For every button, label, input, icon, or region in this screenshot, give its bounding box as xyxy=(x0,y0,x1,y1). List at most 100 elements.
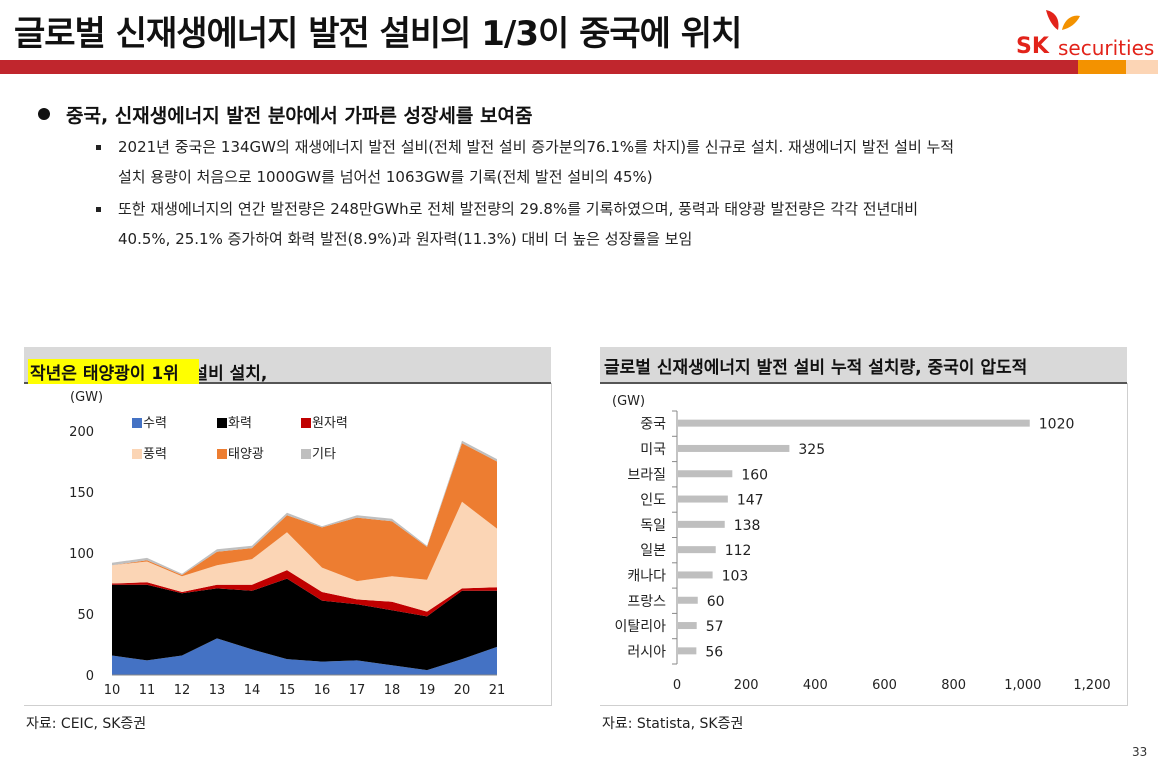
bar-이탈리아 xyxy=(678,622,697,630)
x-tick-label: 20 xyxy=(454,683,471,698)
page-title: 글로벌 신재생에너지 발전 설비의 1/3이 중국에 위치 xyxy=(14,14,742,54)
x-tick-label: 18 xyxy=(384,683,401,698)
value-label: 112 xyxy=(725,543,752,559)
legend-swatch-화력 xyxy=(217,418,227,428)
category-label: 프랑스 xyxy=(627,594,666,610)
right-panel-source: 자료: Statista, SK증권 xyxy=(602,716,744,732)
value-label: 147 xyxy=(737,493,764,509)
value-label: 1020 xyxy=(1039,417,1075,433)
bar-러시아 xyxy=(678,647,697,655)
category-label: 러시아 xyxy=(627,644,666,660)
value-label: 325 xyxy=(798,442,825,458)
value-label: 160 xyxy=(741,467,768,483)
bar-프랑스 xyxy=(678,596,698,604)
y-tick-label: 100 xyxy=(69,547,94,562)
category-label: 인도 xyxy=(640,493,666,509)
legend-label-화력: 화력 xyxy=(228,416,252,431)
sub-bullet-2-line-1: 또한 재생에너지의 연간 발전량은 248만GWh로 전체 발전량의 29.8%… xyxy=(118,200,919,218)
sub-bullet-2-line-2: 40.5%, 25.1% 증가하여 화력 발전(8.9%)과 원자력(11.3%… xyxy=(118,230,693,248)
bar-중국 xyxy=(678,419,1030,427)
area-series-기타 xyxy=(112,440,497,575)
value-label: 60 xyxy=(707,594,725,610)
legend-swatch-기타 xyxy=(301,449,311,459)
right-panel-title: 글로벌 신재생에너지 발전 설비 누적 설치량, 중국이 압도적 xyxy=(604,358,1028,378)
x-tick-label: 13 xyxy=(209,683,226,698)
category-label: 독일 xyxy=(640,518,666,534)
left-panel-header: 중국의 연간 신규 발전 설비 설치, 작년은 태양광이 1위 xyxy=(24,347,551,384)
value-label: 57 xyxy=(706,619,724,635)
area-series-태양광 xyxy=(112,443,497,582)
y-tick-label: 150 xyxy=(69,486,94,501)
bar-일본 xyxy=(678,546,716,554)
legend-label-기타: 기타 xyxy=(312,447,336,462)
x-tick-label: 0 xyxy=(673,678,681,693)
x-tick-label: 11 xyxy=(139,683,156,698)
sub-bullet-marker xyxy=(96,207,101,212)
area-series-화력 xyxy=(112,578,497,671)
category-label: 중국 xyxy=(640,417,666,433)
value-label: 56 xyxy=(705,644,723,660)
y-unit-label: (GW) xyxy=(612,394,645,409)
y-tick-label: 50 xyxy=(77,608,94,623)
x-tick-label: 16 xyxy=(314,683,331,698)
logo-securities-text: securities xyxy=(1058,36,1155,60)
sub-bullet-marker xyxy=(96,145,101,150)
x-tick-label: 14 xyxy=(244,683,261,698)
x-tick-label: 200 xyxy=(734,678,759,693)
area-series-원자력 xyxy=(112,570,497,617)
sub-bullet-1-line-1: 2021년 중국은 134GW의 재생에너지 발전 설비(전체 발전 설비 증가… xyxy=(118,138,955,156)
x-tick-label: 1,000 xyxy=(1004,678,1041,693)
page-number: 33 xyxy=(1132,745,1148,759)
y-tick-label: 0 xyxy=(86,669,94,684)
x-tick-label: 17 xyxy=(349,683,366,698)
bar-독일 xyxy=(678,520,725,528)
x-tick-label: 19 xyxy=(419,683,436,698)
bar-캐나다 xyxy=(678,571,713,579)
category-label: 일본 xyxy=(640,543,666,559)
bar-인도 xyxy=(678,495,728,503)
header-band-red xyxy=(0,60,1078,74)
legend-swatch-풍력 xyxy=(132,449,142,459)
left-panel-frame xyxy=(24,383,552,706)
category-label: 미국 xyxy=(640,442,666,458)
left-panel-source: 자료: CEIC, SK증권 xyxy=(26,716,147,732)
value-label: 138 xyxy=(734,518,761,534)
legend-swatch-태양광 xyxy=(217,449,227,459)
right-panel-header: 글로벌 신재생에너지 발전 설비 누적 설치량, 중국이 압도적 xyxy=(600,347,1127,384)
category-label: 캐나다 xyxy=(627,568,666,584)
x-tick-label: 15 xyxy=(279,683,296,698)
left-panel-title-highlight: 작년은 태양광이 1위 xyxy=(28,359,199,384)
legend-label-태양광: 태양광 xyxy=(228,447,264,462)
bar-브라질 xyxy=(678,470,733,478)
header-band-orange xyxy=(1078,60,1126,74)
category-label: 브라질 xyxy=(627,467,666,483)
x-tick-label: 21 xyxy=(489,683,506,698)
sk-securities-logo: SK securities xyxy=(1016,8,1156,60)
area-series-풍력 xyxy=(112,501,497,612)
x-tick-label: 12 xyxy=(174,683,191,698)
sub-bullet-1-line-2: 설치 용량이 처음으로 1000GW를 넘어선 1063GW를 기록(전체 발전… xyxy=(118,168,653,186)
area-chart: (GW) 0 50 100 150 200 10 11 12 13 14 15 16 17 18 19 20 21… xyxy=(69,390,506,698)
legend-label-원자력: 원자력 xyxy=(312,416,348,431)
x-tick-label: 400 xyxy=(803,678,828,693)
main-bullet: 중국, 신재생에너지 발전 분야에서 가파른 성장세를 보여줌 xyxy=(66,105,533,127)
bar-chart: (GW) 중국 1020 미국 325 브라질 160 인도 147 독일 138 일본 112 캐나다 1… xyxy=(612,394,1111,693)
x-tick-label: 1,200 xyxy=(1073,678,1110,693)
x-tick-label: 800 xyxy=(941,678,966,693)
logo-sk-text: SK xyxy=(1016,34,1049,59)
area-series-수력 xyxy=(112,638,497,675)
value-label: 103 xyxy=(722,568,749,584)
y-unit-label: (GW) xyxy=(70,390,103,405)
header-band-peach xyxy=(1126,60,1158,74)
category-label: 이탈리아 xyxy=(614,619,666,635)
legend-label-풍력: 풍력 xyxy=(143,447,167,462)
right-panel-frame xyxy=(600,383,1128,706)
bullet-dot xyxy=(38,108,50,120)
y-tick-label: 200 xyxy=(69,425,94,440)
x-tick-label: 600 xyxy=(872,678,897,693)
sk-butterfly-icon xyxy=(1046,10,1080,30)
legend-swatch-수력 xyxy=(132,418,142,428)
legend-swatch-원자력 xyxy=(301,418,311,428)
legend-label-수력: 수력 xyxy=(143,416,167,431)
x-tick-label: 10 xyxy=(104,683,121,698)
